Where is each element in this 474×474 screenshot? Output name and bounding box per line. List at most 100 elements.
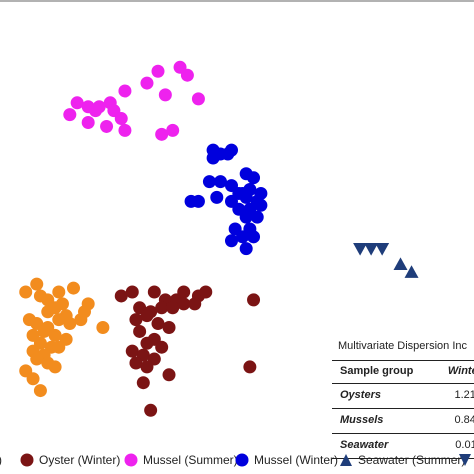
row-value: 0.011 [455, 439, 474, 451]
table-row-rule [332, 408, 474, 409]
data-point-mussel-summer [180, 68, 194, 82]
legend-item-seawater-winter [458, 453, 474, 467]
data-point-mussel-winter [184, 194, 198, 208]
data-point-mussel-winter [213, 175, 227, 189]
data-point-oyster-summer [96, 321, 110, 334]
data-point-oyster-summer [63, 317, 77, 331]
data-point-mussel-summer [63, 108, 77, 122]
chart-legend: r) Oyster (Winter) Mussel (Summer) Musse… [0, 448, 474, 474]
row-value: 0.843 [454, 414, 474, 426]
data-point-oyster-winter [147, 285, 161, 299]
data-point-mussel-winter [221, 147, 235, 161]
data-point-mussel-winter [236, 230, 250, 244]
data-point-mussel-summer [89, 104, 103, 118]
data-point-oyster-summer [33, 384, 47, 398]
table-header-row: Sample group Winter [332, 361, 474, 381]
circle-marker-icon [235, 453, 249, 467]
legend-item-mussel-winter: Mussel (Winter) [235, 453, 338, 467]
data-point-oyster-summer [52, 285, 66, 299]
data-point-oyster-summer [30, 277, 44, 291]
data-point-oyster-winter [177, 297, 191, 311]
data-point-oyster-winter [133, 324, 147, 338]
data-point-oyster-winter [199, 285, 213, 299]
data-point-mussel-summer [151, 64, 165, 78]
data-point-mussel-summer [118, 123, 132, 137]
data-point-seawater-summer [404, 265, 419, 278]
data-point-mussel-summer [70, 96, 84, 110]
data-point-mussel-summer [166, 123, 180, 137]
data-point-oyster-winter [140, 309, 154, 323]
data-point-oyster-summer [52, 313, 66, 327]
data-point-mussel-summer [158, 88, 172, 102]
data-point-mussel-winter [239, 190, 253, 204]
data-point-oyster-winter [114, 289, 128, 303]
header-winter: Winter [447, 365, 474, 377]
data-point-oyster-winter [155, 340, 169, 354]
data-point-oyster-summer [48, 301, 62, 315]
data-point-oyster-winter [155, 301, 169, 315]
circle-marker-icon [124, 453, 138, 467]
table-top-rule [332, 360, 474, 361]
legend-label: Mussel (Summer) [143, 453, 238, 467]
table-row-rule [332, 433, 474, 434]
legend-label: r) [0, 453, 2, 467]
data-point-oyster-winter [151, 317, 165, 331]
header-sample-group: Sample group [340, 365, 414, 377]
data-point-mussel-winter [210, 190, 224, 204]
legend-item-mussel-summer: Mussel (Summer) [124, 453, 238, 467]
table-row: Oysters 1.215 [332, 384, 474, 406]
data-point-mussel-winter [247, 230, 261, 244]
data-point-oyster-winter [177, 285, 191, 299]
data-point-oyster-winter [188, 297, 202, 311]
triangle-up-marker-icon [340, 454, 352, 466]
data-point-oyster-winter [136, 376, 150, 390]
row-group-label: Seawater [340, 439, 389, 451]
data-point-mussel-summer [155, 127, 169, 141]
data-point-seawater-winter [353, 243, 368, 256]
legend-label: Mussel (Winter) [254, 453, 339, 467]
legend-item-oyster-summer: r) [0, 453, 2, 467]
table-row: Seawater 0.011 [332, 434, 474, 456]
data-point-oyster-winter [125, 344, 139, 358]
data-point-oyster-winter [129, 356, 143, 370]
data-point-mussel-summer [81, 116, 95, 129]
data-point-oyster-winter [162, 321, 176, 334]
data-point-mussel-winter [239, 242, 253, 256]
data-point-oyster-winter [144, 403, 158, 417]
data-point-mussel-summer [114, 112, 128, 126]
data-point-seawater-winter [364, 243, 379, 256]
data-point-oyster-winter [140, 336, 154, 350]
data-point-mussel-winter [202, 175, 216, 189]
data-point-oyster-summer [30, 352, 44, 366]
dispersion-table-title: Multivariate Dispersion Inc [338, 340, 467, 352]
data-point-oyster-winter [125, 285, 139, 299]
data-point-oyster-winter [247, 293, 261, 307]
data-point-mussel-winter [206, 143, 220, 157]
data-point-mussel-winter [224, 234, 238, 248]
data-point-oyster-winter [166, 301, 180, 315]
data-point-oyster-summer [78, 305, 92, 319]
data-point-oyster-winter [129, 313, 143, 327]
row-group-label: Oysters [340, 389, 381, 401]
data-point-oyster-summer [48, 360, 62, 374]
row-value: 1.215 [454, 389, 474, 401]
data-point-mussel-winter [250, 210, 264, 224]
table-bottom-rule [332, 458, 474, 459]
legend-item-seawater-summer: Seawater (Summer) [339, 453, 465, 467]
data-point-mussel-winter [254, 198, 268, 212]
data-point-oyster-winter [243, 360, 257, 374]
data-point-oyster-summer [26, 372, 40, 386]
table-header-rule [332, 383, 474, 384]
data-point-mussel-summer [191, 92, 205, 106]
table-row: Mussels 0.843 [332, 409, 474, 431]
legend-label: Oyster (Winter) [39, 453, 121, 467]
circle-marker-icon [20, 453, 34, 467]
data-point-mussel-summer [118, 84, 132, 98]
data-point-oyster-summer [52, 340, 66, 354]
points-layer [19, 60, 419, 417]
data-point-oyster-winter [162, 368, 176, 382]
data-point-mussel-summer [140, 76, 154, 90]
legend-label: Seawater (Summer) [358, 453, 466, 467]
